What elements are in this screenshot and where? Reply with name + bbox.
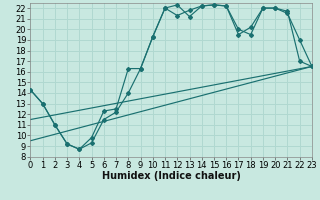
X-axis label: Humidex (Indice chaleur): Humidex (Indice chaleur) xyxy=(102,171,241,181)
